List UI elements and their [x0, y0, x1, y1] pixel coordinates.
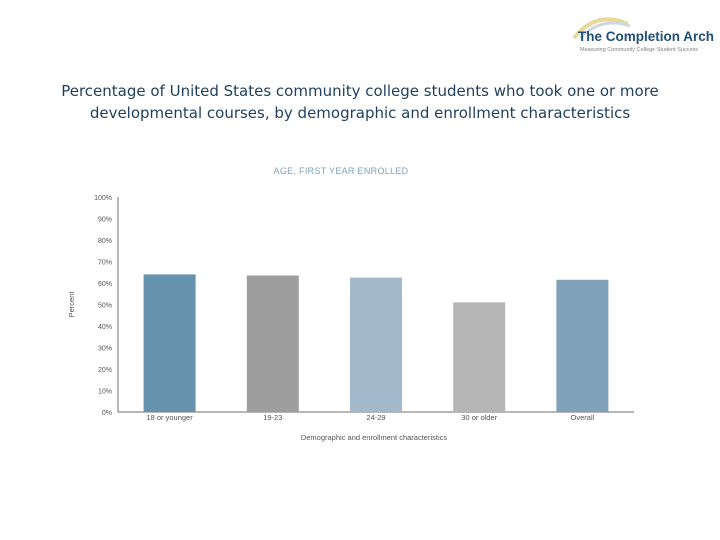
y-tick-label: 40% [98, 324, 112, 331]
x-tick-label: 19-23 [263, 413, 282, 422]
y-tick-label: 30% [98, 346, 112, 353]
x-axis-label: Demographic and enrollment characteristi… [301, 433, 448, 442]
page-title-line-2: developmental courses, by demographic an… [89, 104, 631, 122]
bar [143, 274, 196, 412]
y-tick-label: 90% [98, 217, 112, 224]
y-axis-label: Percent [67, 291, 76, 318]
logo-name: The Completion Arch [578, 29, 715, 44]
bar [556, 279, 609, 412]
bar [246, 275, 299, 412]
bar [453, 302, 506, 412]
page-title-line-1: Percentage of United States community co… [61, 82, 659, 100]
arch-logo-icon [572, 17, 631, 40]
y-tick-label: 60% [98, 281, 112, 288]
x-tick-label: 24-29 [366, 413, 385, 422]
y-tick-label: 50% [98, 303, 112, 310]
chart-title: AGE, FIRST YEAR ENROLLED [274, 166, 409, 176]
y-tick-label: 0% [102, 410, 112, 417]
x-tick-label: Overall [571, 413, 595, 422]
y-tick-label: 10% [98, 389, 112, 396]
page-title: Percentage of United States community co… [20, 80, 700, 124]
bar [350, 277, 402, 412]
x-tick-label: 30 or older [461, 413, 497, 422]
logo-tagline: Measuring Community College Student Succ… [580, 47, 699, 53]
x-tick-label: 18 or younger [146, 413, 193, 422]
y-tick-label: 20% [98, 367, 112, 374]
y-tick-label: 80% [98, 238, 112, 245]
logo: The Completion Arch Measuring Community … [566, 12, 716, 62]
y-tick-label: 100% [94, 195, 112, 202]
y-tick-label: 70% [98, 260, 112, 267]
